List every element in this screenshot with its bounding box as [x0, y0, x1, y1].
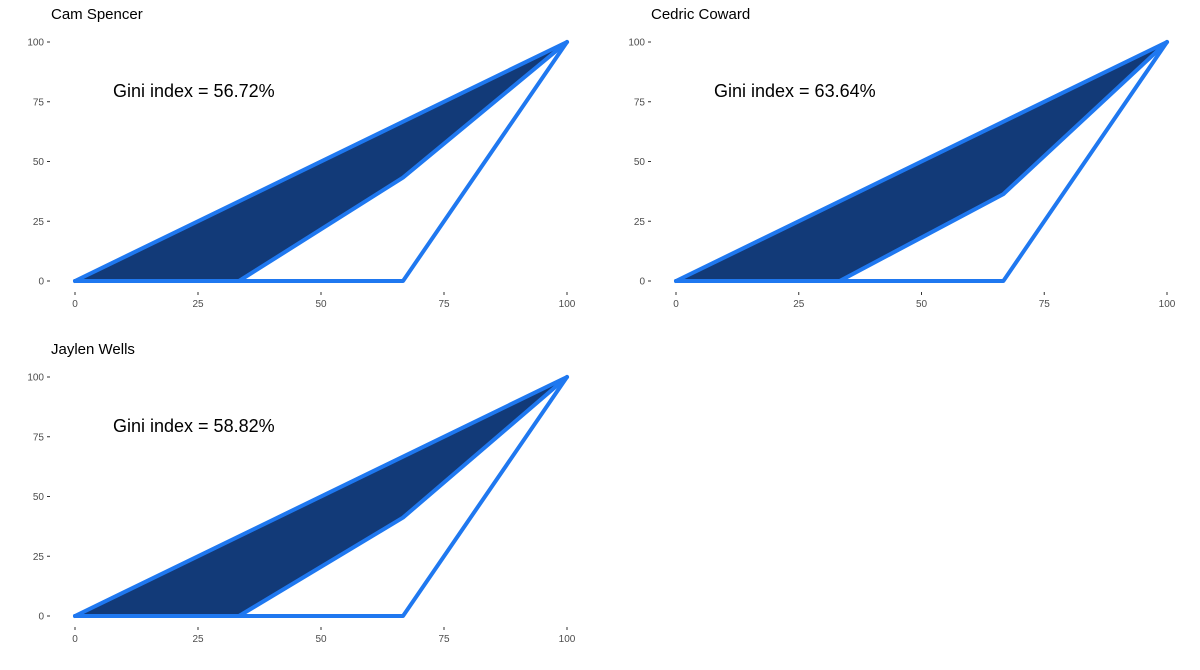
y-tick-label: 75: [33, 97, 45, 108]
y-tick-label: 100: [27, 38, 44, 49]
lorenz-curve-line: [674, 40, 1169, 283]
x-tick-label: 25: [793, 299, 805, 310]
x-tick-label: 25: [192, 299, 204, 310]
y-tick-label: 50: [33, 492, 45, 503]
x-tick-label: 25: [192, 634, 204, 645]
y-tick-label: 75: [33, 432, 45, 443]
y-tick-label: 50: [634, 157, 646, 168]
x-tick-label: 75: [438, 299, 450, 310]
panel-title: Cedric Coward: [651, 6, 750, 23]
x-tick-label: 0: [72, 299, 78, 310]
equality-line: [674, 40, 1169, 283]
x-tick-label: 50: [315, 299, 327, 310]
y-tick-label: 100: [27, 373, 44, 384]
x-tick-label: 75: [1039, 299, 1051, 310]
y-tick-label: 25: [634, 217, 646, 228]
x-tick-label: 0: [673, 299, 679, 310]
equality-line: [73, 375, 569, 618]
y-tick-label: 25: [33, 552, 45, 563]
x-tick-label: 100: [559, 299, 576, 310]
lorenz-curve-line: [73, 375, 569, 618]
y-tick-label: 0: [38, 612, 44, 623]
x-tick-label: 50: [916, 299, 928, 310]
y-tick-label: 100: [628, 38, 645, 49]
gini-index-annotation: Gini index = 58.82%: [113, 416, 275, 436]
y-tick-label: 50: [33, 157, 45, 168]
y-tick-label: 25: [33, 217, 45, 228]
x-tick-label: 50: [315, 634, 327, 645]
y-tick-label: 75: [634, 97, 646, 108]
x-tick-label: 75: [438, 634, 450, 645]
panel-title: Jaylen Wells: [51, 341, 135, 358]
panel-title: Cam Spencer: [51, 6, 143, 23]
facet-panel: Cedric Coward 0 25 50 75 100 0 25 50 75 100 Gini in…: [628, 6, 1175, 310]
gini-index-annotation: Gini index = 56.72%: [113, 81, 275, 101]
x-tick-label: 100: [1159, 299, 1176, 310]
y-tick-label: 0: [38, 277, 44, 288]
y-tick-label: 0: [639, 277, 645, 288]
facet-panel: Jaylen Wells 0 25 50 75 100 0 25 50 75 100 Gini ind…: [27, 341, 575, 645]
x-tick-label: 0: [72, 634, 78, 645]
lorenz-curve-line: [73, 40, 569, 283]
x-tick-label: 100: [559, 634, 576, 645]
equality-line: [73, 40, 569, 283]
gini-index-annotation: Gini index = 63.64%: [714, 81, 876, 101]
facet-panel: Cam Spencer 0 25 50 75 100 0 25 50 75 100 Gini inde…: [27, 6, 575, 310]
